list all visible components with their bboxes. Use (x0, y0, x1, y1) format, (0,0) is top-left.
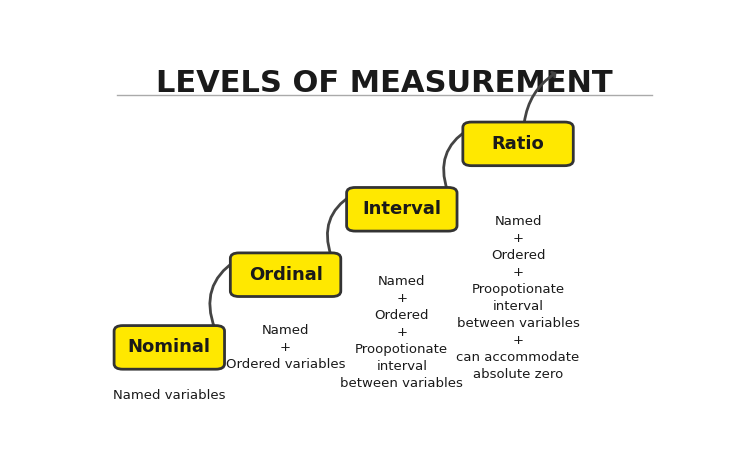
Text: Named
+
Ordered
+
Proopotionate
interval
between variables
+
can accommodate
abs: Named + Ordered + Proopotionate interval… (457, 215, 580, 381)
FancyBboxPatch shape (114, 326, 224, 369)
FancyBboxPatch shape (230, 253, 340, 296)
Text: Ordinal: Ordinal (248, 266, 322, 284)
Text: LEVELS OF MEASUREMENT: LEVELS OF MEASUREMENT (156, 69, 613, 98)
Text: Named
+
Ordered variables: Named + Ordered variables (226, 324, 345, 371)
Text: Named variables: Named variables (113, 389, 226, 402)
FancyArrowPatch shape (210, 261, 236, 329)
FancyArrowPatch shape (444, 130, 468, 190)
Text: Named
+
Ordered
+
Proopotionate
interval
between variables: Named + Ordered + Proopotionate interval… (340, 275, 464, 390)
Text: Ratio: Ratio (492, 135, 544, 153)
FancyBboxPatch shape (346, 187, 457, 231)
Text: Nominal: Nominal (128, 338, 211, 356)
Text: Interval: Interval (362, 200, 441, 218)
FancyBboxPatch shape (463, 122, 573, 166)
FancyArrowPatch shape (328, 195, 352, 256)
